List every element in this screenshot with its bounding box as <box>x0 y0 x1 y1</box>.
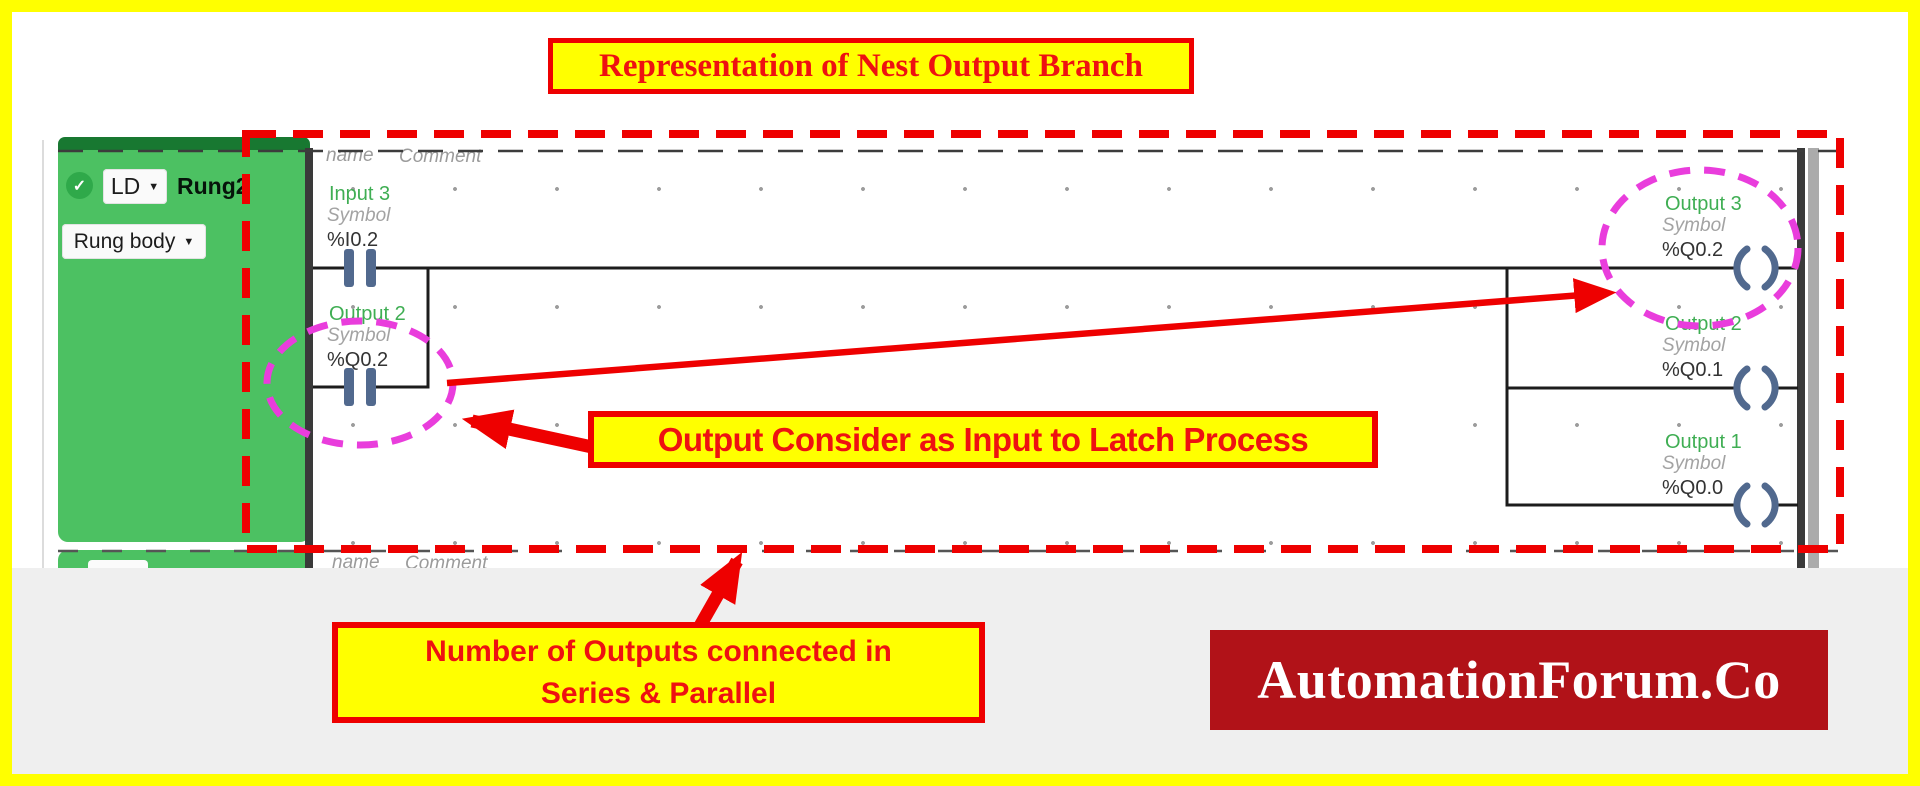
outputs-callout: Number of Outputs connected in Series & … <box>332 622 985 723</box>
coil-output3-symbol-label: Symbol <box>1662 215 1726 236</box>
latch-callout: Output Consider as Input to Latch Proces… <box>588 411 1378 468</box>
contact-input3-address[interactable]: %I0.2 <box>327 229 379 251</box>
outputs-callout-line2: Series & Parallel <box>540 676 777 710</box>
column-header-name: name <box>332 552 380 568</box>
contact-output2-address[interactable]: %Q0.2 <box>327 349 389 371</box>
coil-output3-label[interactable]: Output 3 <box>1665 193 1742 215</box>
column-header-comment: Comment <box>405 553 488 568</box>
coil-output1-label[interactable]: Output 1 <box>1665 431 1742 453</box>
left-power-rail <box>305 148 313 568</box>
coil-output3-address[interactable]: %Q0.2 <box>1662 239 1724 261</box>
editor-left-edge <box>42 140 44 568</box>
next-rung-header-row: name Comment <box>318 549 678 568</box>
rung-body-dropdown[interactable]: Rung body ▼ <box>62 224 206 259</box>
page-title: Representation of Nest Output Branch <box>548 38 1194 94</box>
right-power-rail <box>1797 148 1805 568</box>
rung-name-label: Rung2 <box>177 173 249 199</box>
page-title-text: Representation of Nest Output Branch <box>599 47 1143 84</box>
rung-enabled-check-icon[interactable]: ✓ <box>66 172 93 199</box>
brand-logo-text: AutomationForum.Co <box>1257 650 1781 710</box>
coil-output1-address[interactable]: %Q0.0 <box>1662 477 1724 499</box>
contact-output2-symbol-label: Symbol <box>327 325 391 346</box>
brand-logo: AutomationForum.Co <box>1210 630 1828 730</box>
chevron-down-icon: ▼ <box>148 180 160 193</box>
rung-body-dropdown-value: Rung body <box>73 229 176 253</box>
next-rung-button-top <box>88 560 148 568</box>
language-dropdown-value: LD <box>110 173 141 199</box>
rung-header-topbar <box>58 137 310 150</box>
column-header-name: name <box>326 145 374 166</box>
contact-input3-label[interactable]: Input 3 <box>329 183 391 205</box>
contact-output2-label[interactable]: Output 2 <box>329 303 406 325</box>
outputs-callout-line1: Number of Outputs connected in <box>425 634 892 668</box>
coil-output2-label[interactable]: Output 2 <box>1665 313 1742 335</box>
column-header-comment: Comment <box>399 146 482 167</box>
coil-output2-address[interactable]: %Q0.1 <box>1662 359 1724 381</box>
coil-output2-symbol-label: Symbol <box>1662 335 1726 356</box>
coil-output1-symbol-label: Symbol <box>1662 453 1726 474</box>
check-glyph: ✓ <box>72 177 87 195</box>
vertical-scrollbar[interactable] <box>1808 148 1819 568</box>
ladder-canvas <box>313 148 1797 568</box>
contact-input3-symbol-label: Symbol <box>327 205 391 226</box>
chevron-down-icon: ▼ <box>183 235 195 248</box>
rung-header-panel <box>58 150 310 542</box>
language-dropdown[interactable]: LD ▼ <box>103 169 167 204</box>
latch-callout-text: Output Consider as Input to Latch Proces… <box>657 420 1309 458</box>
